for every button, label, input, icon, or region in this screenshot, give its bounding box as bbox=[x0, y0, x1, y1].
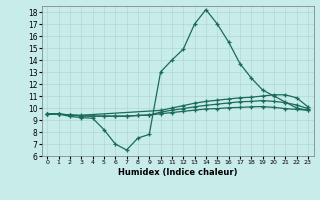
X-axis label: Humidex (Indice chaleur): Humidex (Indice chaleur) bbox=[118, 168, 237, 177]
